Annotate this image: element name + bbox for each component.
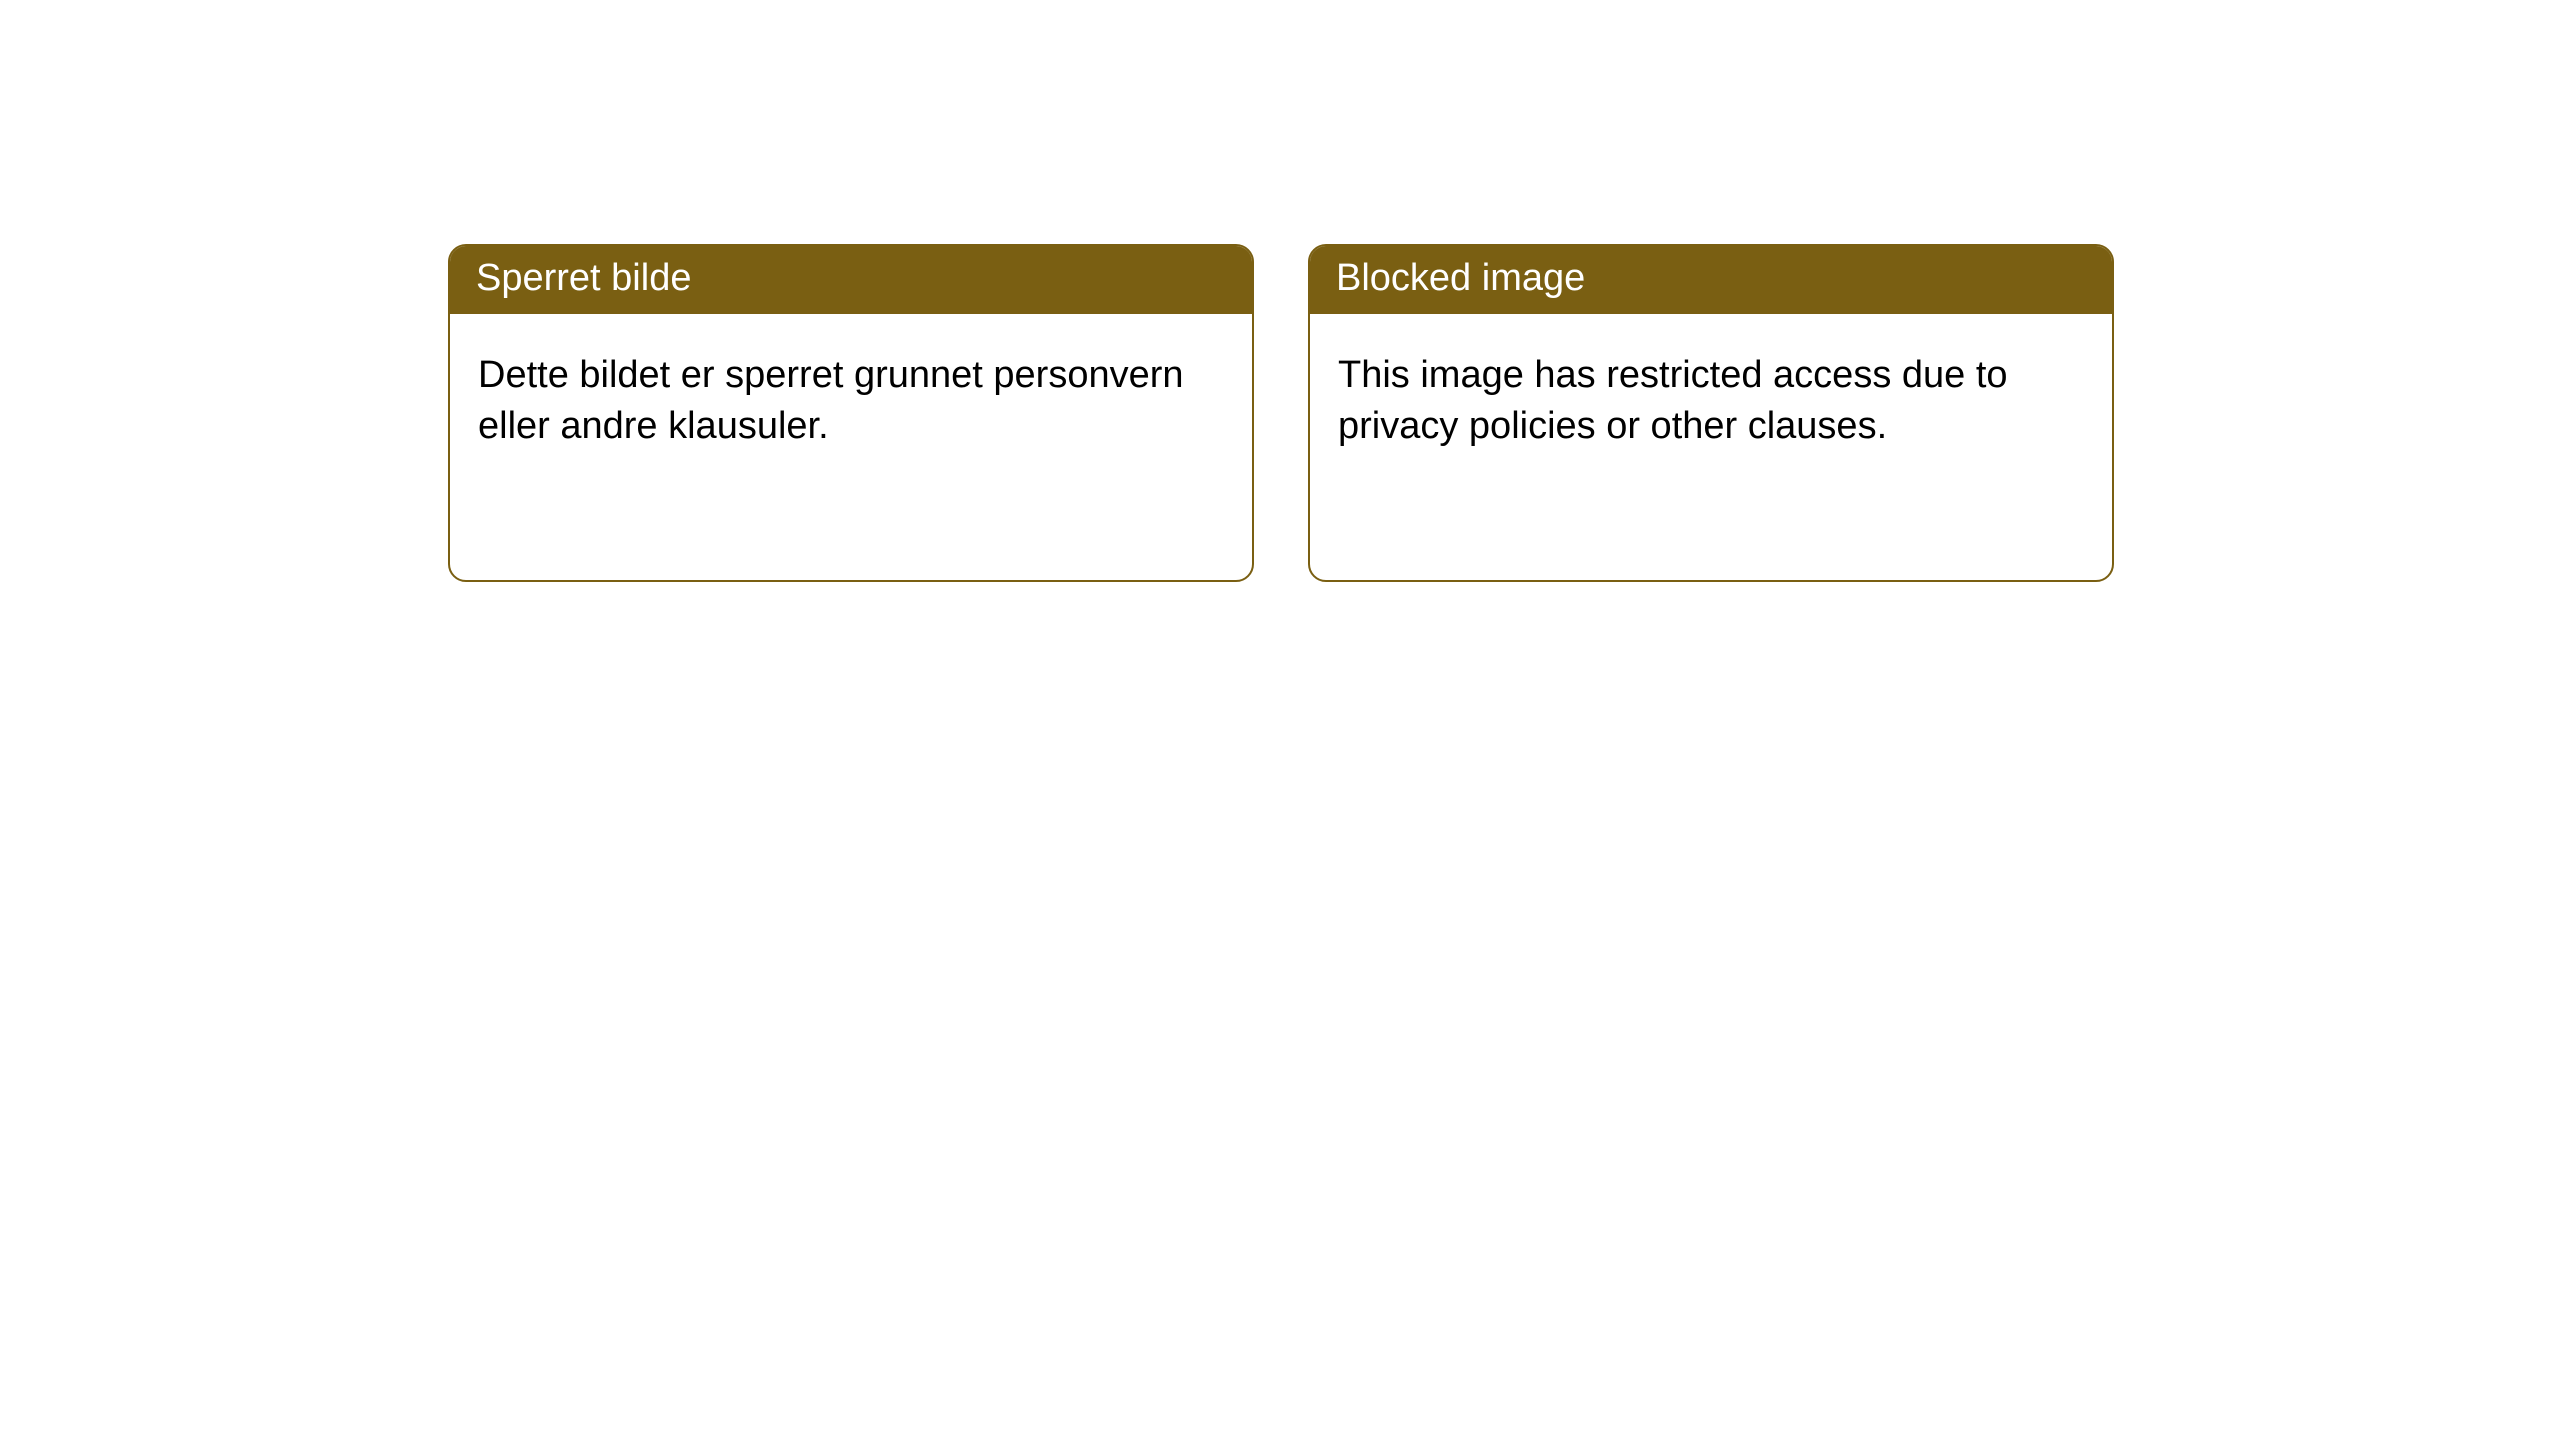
blocked-image-notice-container: Sperret bilde Dette bildet er sperret gr… <box>0 0 2560 582</box>
card-title-en: Blocked image <box>1310 246 2112 314</box>
blocked-image-card-en: Blocked image This image has restricted … <box>1308 244 2114 582</box>
card-body-en: This image has restricted access due to … <box>1310 314 2112 481</box>
blocked-image-card-no: Sperret bilde Dette bildet er sperret gr… <box>448 244 1254 582</box>
card-title-no: Sperret bilde <box>450 246 1252 314</box>
card-body-no: Dette bildet er sperret grunnet personve… <box>450 314 1252 481</box>
